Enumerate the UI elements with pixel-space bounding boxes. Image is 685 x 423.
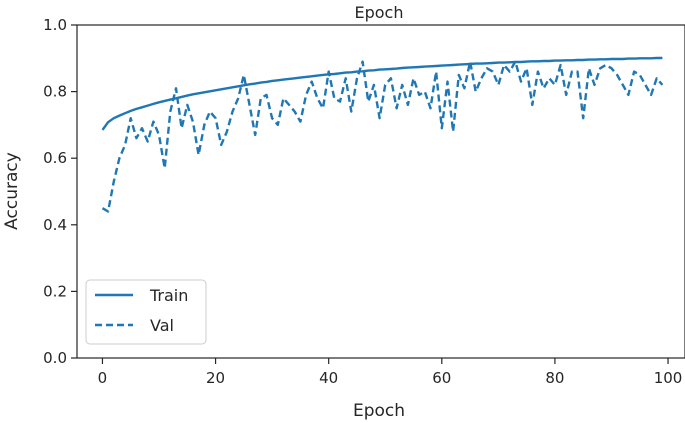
legend: Train Val [85,279,207,345]
y-tick-label: 0.0 [43,349,67,367]
series-layer [101,56,664,213]
x-tick-label: 20 [206,369,225,387]
x-tick-label: 60 [432,369,451,387]
x-tick-label: 40 [319,369,338,387]
legend-val-label: Val [150,316,174,335]
x-axis-label: Epoch [353,401,405,421]
chart-title: Epoch [355,3,404,22]
axes-frame [76,24,685,359]
axis-ticks: 0 20 40 60 80 100 0.0 0.2 0.4 0.6 0.8 1.0 [43,16,682,387]
x-tick-label: 100 [654,369,683,387]
series-line-val [101,60,664,213]
y-tick-label: 0.4 [43,216,67,234]
y-axis-label: Accuracy [2,152,22,230]
y-tick-label: 0.2 [43,282,67,300]
plot-area [76,24,685,359]
x-tick-label: 80 [545,369,564,387]
x-tick-label: 0 [98,369,108,387]
legend-train-label: Train [149,286,188,305]
series-line-train [101,56,663,131]
y-tick-label: 0.6 [43,149,67,167]
y-tick-label: 0.8 [43,83,67,101]
y-tick-label: 1.0 [43,16,67,34]
